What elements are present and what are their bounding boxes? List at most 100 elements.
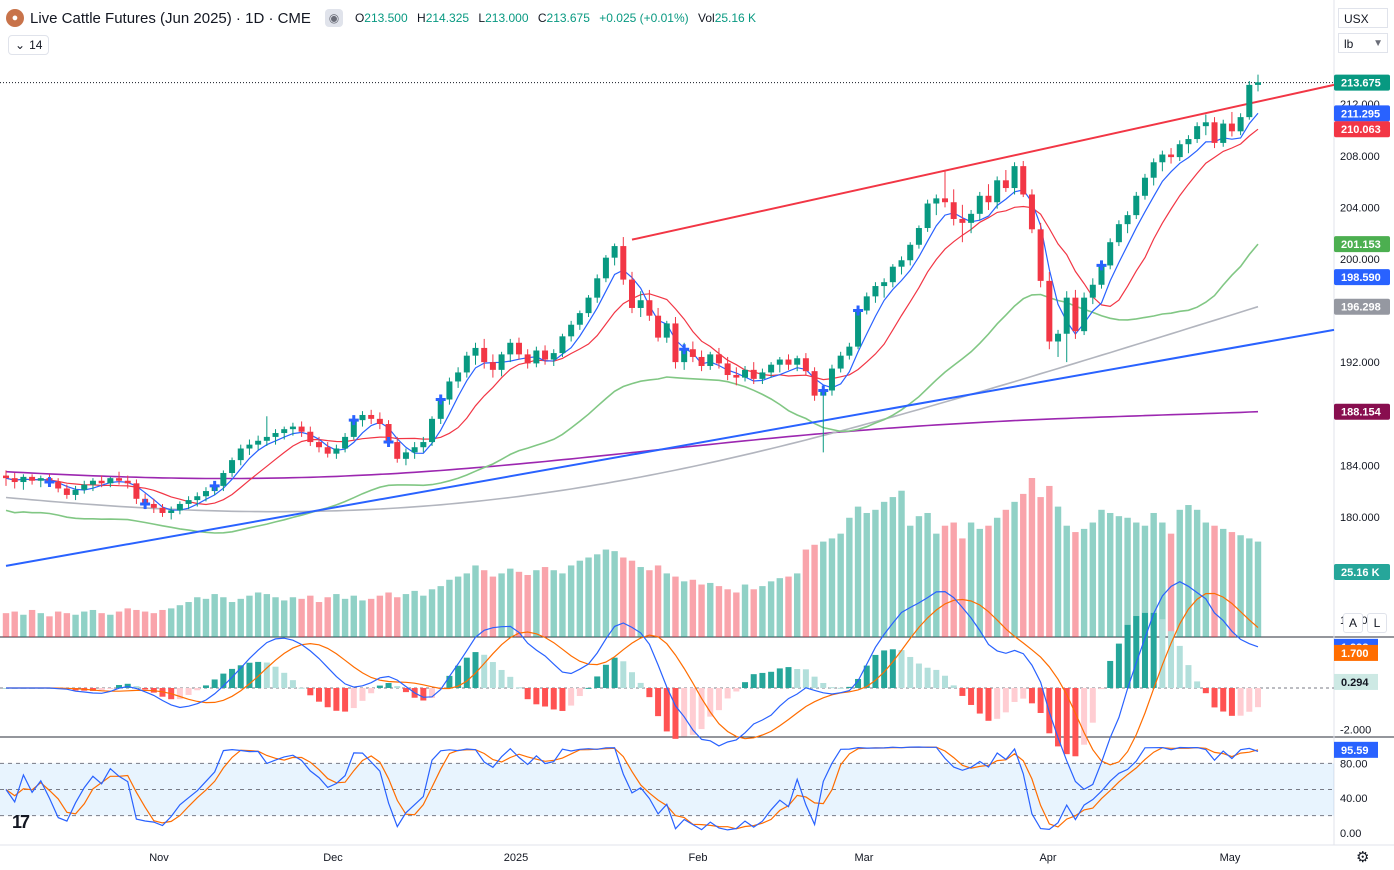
macd-histogram-bar xyxy=(898,650,905,688)
volume-bar xyxy=(263,594,271,637)
time-axis-tick: Apr xyxy=(1039,852,1056,864)
tradingview-logo-icon: 17 xyxy=(12,812,30,832)
volume-bar xyxy=(646,570,653,637)
volume-bar xyxy=(1220,528,1227,637)
eye-icon[interactable]: ◉ xyxy=(324,9,343,27)
volume-bar xyxy=(228,602,236,637)
volume-bar xyxy=(602,549,610,637)
macd-histogram-bar xyxy=(142,688,149,690)
auto-scale-button[interactable]: A xyxy=(1343,613,1363,633)
volume-bar xyxy=(472,565,479,637)
stoch-k-line xyxy=(5,746,1259,831)
candle-body xyxy=(1159,154,1166,163)
candle-body xyxy=(707,354,714,366)
volume-bar xyxy=(967,522,975,637)
macd-histogram-bar xyxy=(98,688,105,691)
volume-bar xyxy=(1115,516,1123,637)
macd-histogram-bar xyxy=(889,649,896,688)
macd-histogram-bar xyxy=(429,688,436,698)
ma-red-line xyxy=(5,128,1259,506)
volume-bar xyxy=(28,609,36,637)
macd-histogram-bar xyxy=(820,683,827,688)
candle-body xyxy=(11,478,18,483)
cross-marker xyxy=(209,480,220,491)
volume-bar xyxy=(194,597,201,637)
candle-body xyxy=(489,362,496,370)
currency-select[interactable]: USX xyxy=(1338,8,1388,28)
volume-bar xyxy=(707,582,714,637)
candle-body xyxy=(1211,122,1218,143)
macd-histogram-bar xyxy=(229,668,236,688)
candle-body xyxy=(98,480,105,484)
macd-histogram-bar xyxy=(507,676,514,688)
time-axis-tick: Feb xyxy=(689,852,708,864)
indicator-toggle[interactable]: ⌄ 14 xyxy=(8,35,50,55)
candle-body xyxy=(324,447,331,454)
volume-bar xyxy=(124,608,131,637)
indicator-param: 14 xyxy=(29,38,43,52)
unit-select[interactable]: lb ▼ xyxy=(1338,33,1388,53)
cross-marker xyxy=(853,305,864,316)
macd-histogram-bar xyxy=(828,687,835,689)
candle-body xyxy=(3,475,9,479)
candle-body xyxy=(1255,82,1261,85)
price-label-badge xyxy=(1334,105,1390,122)
macd-histogram-bar xyxy=(942,675,948,688)
macd-histogram-bar xyxy=(924,667,931,688)
price-axis-tick: 200.000 xyxy=(1340,254,1380,266)
macd-histogram-bar xyxy=(463,657,470,688)
candle-body xyxy=(776,359,783,365)
candle-body xyxy=(194,496,201,501)
volume-bar xyxy=(724,589,731,637)
open-label: O xyxy=(354,11,365,25)
macd-histogram-bar xyxy=(768,671,775,688)
symbol-title: Live Cattle Futures (Jun 2025) · 1D · CM… xyxy=(30,9,311,27)
macd-histogram-bar xyxy=(1168,631,1175,688)
cross-marker xyxy=(1096,260,1107,271)
macd-histogram-bar xyxy=(1089,688,1096,723)
volume-bar xyxy=(1063,525,1070,637)
candle-body xyxy=(672,323,679,363)
macd-histogram-bar xyxy=(637,682,644,688)
macd-histogram-bar xyxy=(298,687,305,689)
volume-bar xyxy=(846,517,853,637)
candle-body xyxy=(602,257,609,279)
volume-bar xyxy=(567,565,575,637)
volume-bar xyxy=(1211,525,1218,637)
price-label-text: 213.675 xyxy=(1341,78,1381,90)
price-axis-tick: 184.000 xyxy=(1340,460,1380,472)
cme-logo-icon: ● xyxy=(6,9,24,27)
candle-body xyxy=(1115,224,1122,243)
candle-body xyxy=(933,198,940,204)
candle-body xyxy=(689,349,696,357)
candle-body xyxy=(472,347,479,356)
volume-bar xyxy=(767,581,775,637)
gear-icon[interactable]: ⚙ xyxy=(1356,849,1370,866)
candle-body xyxy=(1020,166,1027,195)
macd-label-badge xyxy=(1334,644,1378,661)
time-axis-tick: 2025 xyxy=(504,852,528,864)
volume-bar xyxy=(820,541,827,637)
candle-body xyxy=(281,429,288,434)
volume-bar xyxy=(1106,512,1114,637)
macd-histogram-bar xyxy=(1002,688,1009,713)
macd-histogram-bar xyxy=(1237,688,1244,716)
price-label-badge xyxy=(1334,564,1390,580)
candle-body xyxy=(498,354,505,370)
cross-marker xyxy=(679,344,690,355)
candle-body xyxy=(481,347,488,363)
macd-histogram-bar xyxy=(1133,616,1140,688)
price-axis-tick: 208.000 xyxy=(1340,151,1380,163)
volume-bar xyxy=(594,554,601,637)
volume-bar xyxy=(81,611,88,637)
candle-body xyxy=(681,349,688,363)
log-scale-button[interactable]: L xyxy=(1367,613,1387,633)
macd-histogram-bar xyxy=(1220,688,1227,712)
macd-histogram-bar xyxy=(915,663,922,688)
candle-body xyxy=(63,488,70,495)
stoch-label-text: 95.59 xyxy=(1341,745,1369,757)
volume-bar xyxy=(507,568,514,637)
volume-bar xyxy=(394,597,401,637)
macd-histogram-bar xyxy=(872,654,879,688)
